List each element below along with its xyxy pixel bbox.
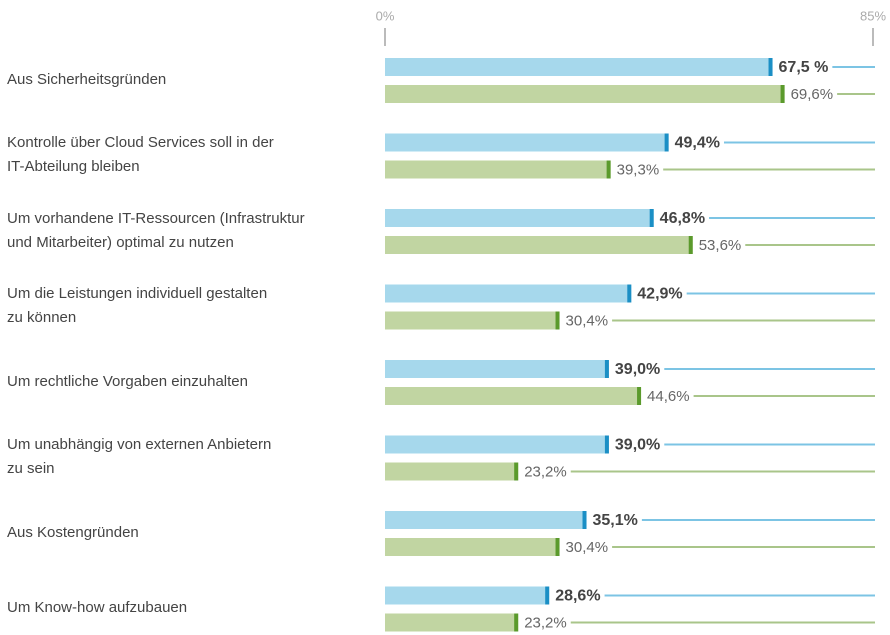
bar — [385, 85, 785, 103]
bar — [385, 209, 654, 227]
bar-end-marker — [514, 462, 519, 481]
bar-end-marker — [555, 311, 560, 330]
bar-end-marker — [514, 613, 519, 632]
value-label: 23,2% — [524, 463, 567, 480]
value-label: 46,8% — [660, 210, 705, 227]
bar — [385, 435, 609, 454]
value-label: 30,4% — [566, 312, 609, 329]
bar — [385, 311, 560, 330]
category-label: Um rechtliche Vorgaben einzuhalten — [7, 372, 248, 390]
bar-end-marker — [545, 586, 550, 605]
value-label: 39,0% — [615, 437, 660, 454]
bar-end-marker — [555, 538, 560, 556]
category-label: Aus Sicherheitsgründen — [7, 70, 167, 88]
bar — [385, 511, 587, 529]
bar-end-marker — [768, 58, 773, 76]
category-label: Aus Kostengründen — [7, 523, 139, 541]
category-label: Um die Leistungen individuell gestalten … — [7, 285, 268, 326]
bar-end-marker — [780, 85, 785, 103]
value-label: 23,2% — [524, 614, 567, 631]
bar-end-marker — [627, 284, 632, 303]
value-label: 42,9% — [637, 286, 682, 303]
value-label: 39,3% — [617, 161, 660, 178]
bar-end-marker — [582, 511, 587, 529]
value-label: 69,6% — [791, 86, 834, 103]
bar-end-marker — [649, 209, 654, 227]
bar-end-marker — [604, 360, 609, 378]
bar — [385, 160, 611, 179]
value-label: 35,1% — [593, 512, 638, 529]
value-label: 28,6% — [555, 588, 600, 605]
category-label: Um vorhandene IT-Ressourcen (Infrastrukt… — [7, 209, 305, 251]
bar-end-marker — [637, 387, 642, 405]
bar-end-marker — [688, 236, 693, 254]
value-label: 67,5 % — [779, 59, 829, 76]
value-label: 53,6% — [699, 237, 742, 254]
x-tick-label: 0% — [376, 8, 395, 23]
bar — [385, 133, 669, 152]
category-label: Um Know-how aufzubauen — [7, 599, 188, 616]
bar — [385, 538, 560, 556]
bar — [385, 58, 773, 76]
bar — [385, 613, 519, 632]
bar — [385, 284, 632, 303]
value-label: 49,4% — [675, 135, 720, 152]
bar-end-marker — [604, 435, 609, 454]
bar — [385, 462, 519, 481]
category-label: Um unabhängig von externen Anbietern zu … — [7, 436, 272, 477]
value-label: 44,6% — [647, 388, 690, 405]
category-label: Kontrolle über Cloud Services soll in de… — [7, 134, 274, 175]
bar — [385, 586, 550, 605]
bar — [385, 387, 642, 405]
bar-end-marker — [664, 133, 669, 152]
value-label: 30,4% — [566, 539, 609, 556]
bar — [385, 236, 693, 254]
bar — [385, 360, 609, 378]
bar-end-marker — [606, 160, 611, 179]
x-tick-label: 85% — [860, 8, 886, 23]
value-label: 39,0% — [615, 361, 660, 378]
